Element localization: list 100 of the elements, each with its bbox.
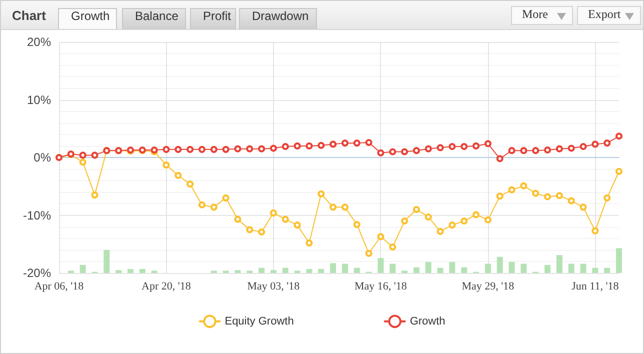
point bbox=[365, 250, 372, 257]
bar bbox=[342, 264, 348, 273]
bar bbox=[116, 270, 122, 273]
bar bbox=[330, 263, 336, 273]
point bbox=[198, 201, 206, 208]
bar bbox=[282, 268, 288, 273]
point bbox=[234, 145, 242, 152]
x-tick-label: Jun 11, '18 bbox=[572, 280, 620, 292]
point bbox=[544, 193, 552, 200]
point bbox=[448, 222, 456, 229]
point bbox=[270, 209, 277, 216]
point bbox=[484, 140, 492, 148]
bar bbox=[425, 262, 432, 273]
point bbox=[294, 142, 301, 150]
point bbox=[222, 146, 230, 153]
bar bbox=[127, 268, 134, 273]
bar bbox=[449, 262, 456, 273]
point bbox=[580, 204, 587, 211]
bar bbox=[270, 270, 276, 273]
point bbox=[401, 218, 408, 225]
point bbox=[568, 197, 575, 204]
bar bbox=[80, 264, 86, 273]
bar bbox=[616, 248, 622, 273]
point bbox=[544, 146, 552, 154]
bar bbox=[580, 264, 586, 273]
point bbox=[496, 192, 504, 200]
x-tick-label: Apr 06, '18 bbox=[34, 280, 84, 292]
point bbox=[604, 140, 611, 147]
bar bbox=[437, 268, 444, 273]
bar bbox=[592, 268, 598, 273]
bar bbox=[496, 256, 503, 273]
point bbox=[341, 204, 348, 211]
point bbox=[520, 147, 528, 154]
point bbox=[306, 239, 313, 246]
point bbox=[508, 186, 516, 194]
text: Balance bbox=[122, 8, 186, 29]
point bbox=[556, 145, 563, 152]
y-tick-label: 20% bbox=[26, 35, 52, 49]
legend-label: Growth bbox=[410, 315, 446, 328]
legend-label: Equity Growth bbox=[224, 315, 294, 328]
point bbox=[412, 206, 420, 213]
point bbox=[330, 204, 337, 211]
point bbox=[162, 162, 170, 169]
point bbox=[616, 132, 622, 140]
x-tick-label: May 29, '18 bbox=[462, 280, 515, 292]
text: Drawdown bbox=[239, 8, 317, 29]
bar bbox=[413, 267, 420, 273]
point bbox=[198, 146, 206, 153]
point bbox=[258, 145, 266, 152]
text: Growth bbox=[58, 8, 117, 29]
point bbox=[282, 143, 289, 150]
point bbox=[174, 172, 182, 179]
text: More bbox=[511, 6, 573, 25]
point bbox=[389, 244, 396, 251]
point bbox=[210, 146, 218, 153]
point bbox=[330, 140, 337, 148]
bar bbox=[139, 268, 146, 273]
point bbox=[436, 228, 444, 235]
point bbox=[234, 216, 242, 223]
bar bbox=[520, 264, 527, 273]
point bbox=[186, 146, 194, 153]
point bbox=[568, 144, 575, 152]
point bbox=[365, 138, 372, 146]
point bbox=[472, 211, 480, 218]
point bbox=[246, 226, 254, 234]
point bbox=[472, 142, 480, 150]
bar bbox=[390, 264, 396, 273]
chart-title: Chart bbox=[12, 8, 46, 23]
point bbox=[448, 143, 456, 150]
bar bbox=[354, 268, 360, 273]
point bbox=[496, 155, 504, 162]
point bbox=[258, 228, 266, 236]
point bbox=[592, 227, 599, 234]
point bbox=[556, 192, 563, 200]
point bbox=[616, 168, 622, 175]
point bbox=[162, 146, 170, 153]
point bbox=[580, 143, 587, 150]
point bbox=[401, 148, 408, 156]
point bbox=[246, 145, 254, 152]
point bbox=[532, 147, 540, 154]
point bbox=[91, 192, 98, 199]
point bbox=[460, 143, 468, 150]
text: Export bbox=[577, 6, 641, 25]
bar bbox=[234, 270, 241, 273]
bar bbox=[306, 268, 312, 273]
bar bbox=[258, 268, 265, 273]
point bbox=[318, 142, 325, 149]
point bbox=[353, 220, 360, 228]
point bbox=[520, 182, 528, 190]
point bbox=[186, 180, 194, 188]
text: Profit bbox=[190, 8, 236, 29]
point bbox=[592, 140, 599, 148]
point bbox=[79, 158, 86, 166]
bar bbox=[544, 264, 551, 273]
point bbox=[389, 148, 396, 156]
point bbox=[377, 149, 384, 156]
point bbox=[377, 233, 384, 240]
point bbox=[412, 147, 420, 154]
bar bbox=[104, 250, 110, 273]
point bbox=[484, 216, 492, 224]
